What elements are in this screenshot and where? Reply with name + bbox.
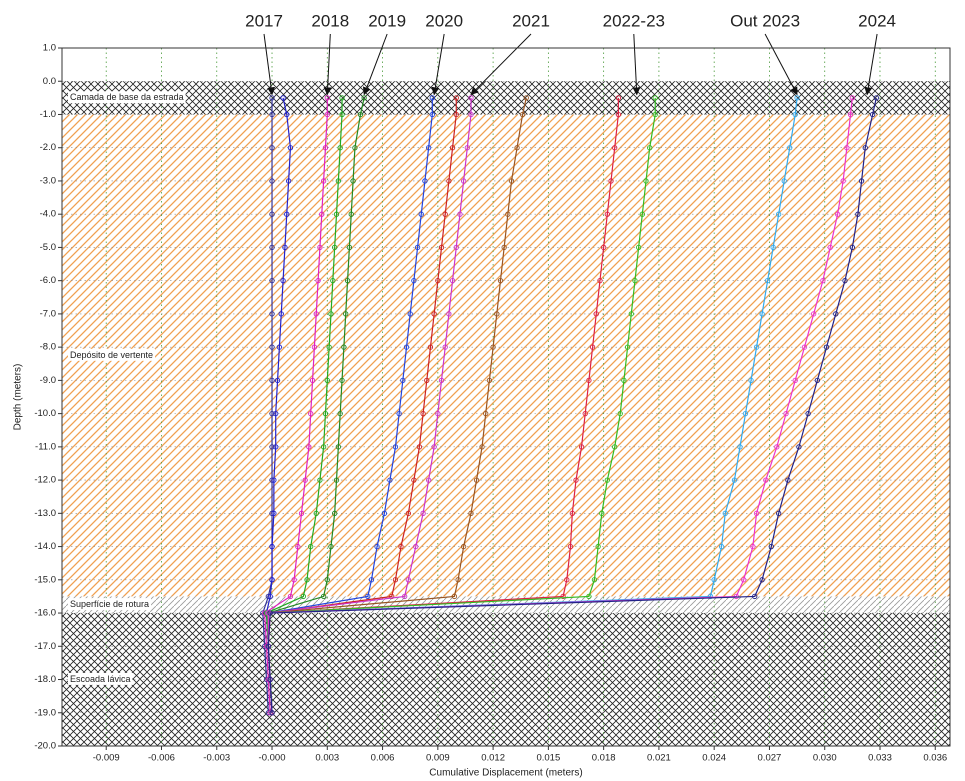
- annotation: 2017: [245, 11, 283, 30]
- x-axis-title: Cumulative Displacement (meters): [429, 768, 582, 779]
- y-tick-label: -14.0: [34, 541, 56, 552]
- layer-band: [62, 613, 950, 746]
- y-tick-label: -6.0: [40, 275, 56, 286]
- y-tick-label: -8.0: [40, 342, 56, 353]
- x-tick-label: 0.012: [481, 753, 505, 764]
- y-tick-label: -7.0: [40, 308, 56, 319]
- x-tick-label: 0.030: [813, 753, 837, 764]
- x-tick-label: 0.018: [592, 753, 616, 764]
- layer-label: Escoada lávica: [70, 674, 131, 684]
- annotation: 2022-23: [603, 11, 665, 30]
- annotation: 2019: [368, 11, 406, 30]
- x-tick-label: 0.015: [536, 753, 560, 764]
- x-tick-label: -0.003: [203, 753, 230, 764]
- y-tick-label: -17.0: [34, 641, 56, 652]
- y-axis-title: Depth (meters): [13, 364, 24, 431]
- annotation: 2024: [858, 11, 896, 30]
- y-tick-label: -3.0: [40, 175, 56, 186]
- x-tick-label: -0.000: [259, 753, 286, 764]
- x-tick-label: 0.033: [868, 753, 892, 764]
- x-tick-label: 0.006: [371, 753, 395, 764]
- y-tick-label: -2.0: [40, 142, 56, 153]
- y-tick-label: 1.0: [43, 43, 56, 54]
- y-tick-label: -11.0: [35, 441, 56, 452]
- y-tick-label: -5.0: [40, 242, 56, 253]
- x-tick-label: 0.003: [315, 753, 339, 764]
- y-tick-label: -15.0: [34, 574, 56, 585]
- y-tick-label: -16.0: [34, 608, 56, 619]
- y-tick-label: -1.0: [40, 109, 56, 120]
- layer-band: [62, 114, 950, 596]
- layer-label: Depósito de vertente: [70, 350, 153, 360]
- x-tick-label: -0.009: [93, 753, 120, 764]
- x-tick-label: 0.009: [426, 753, 450, 764]
- annotation: 2021: [512, 11, 550, 30]
- y-tick-label: -4.0: [40, 209, 56, 220]
- x-tick-label: 0.021: [647, 753, 671, 764]
- y-tick-label: -9.0: [40, 375, 56, 386]
- y-tick-label: 0.0: [43, 76, 56, 87]
- layer-label: Superfície de rotura: [70, 599, 149, 609]
- annotation: 2018: [311, 11, 349, 30]
- chart: -0.009 -0.006 -0.003 -0.000 0.003 0.006 0.009 0…: [0, 0, 965, 781]
- y-tick-label: -13.0: [34, 508, 56, 519]
- layer-label: Camada de base da estrada: [70, 92, 184, 102]
- x-tick-label: 0.036: [923, 753, 947, 764]
- x-tick-label: 0.024: [702, 753, 726, 764]
- x-tick-label: 0.027: [758, 753, 782, 764]
- layer-band: [62, 81, 950, 114]
- y-tick-label: -10.0: [34, 408, 56, 419]
- y-tick-label: -12.0: [34, 475, 56, 486]
- annotation: 2020: [425, 11, 463, 30]
- y-tick-label: -18.0: [34, 674, 56, 685]
- y-tick-label: -19.0: [34, 707, 56, 718]
- annotation: Out 2023: [730, 11, 800, 30]
- y-tick-label: -20.0: [34, 741, 56, 752]
- x-tick-label: -0.006: [148, 753, 175, 764]
- layers: [62, 81, 950, 746]
